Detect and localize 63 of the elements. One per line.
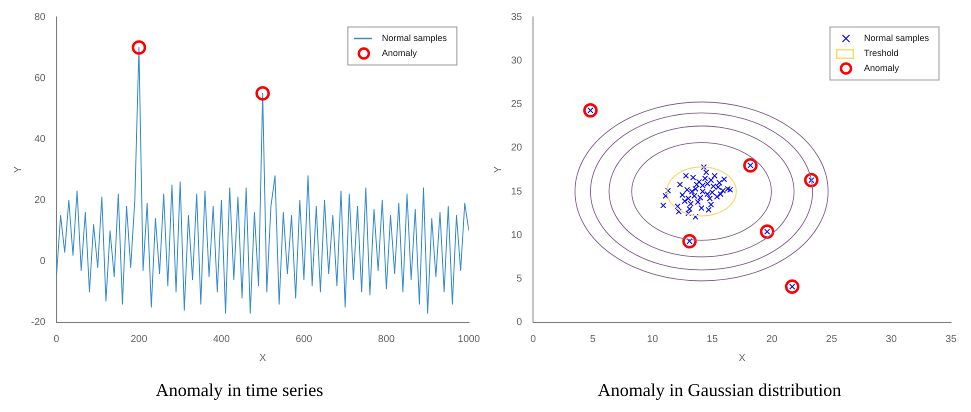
text: Anomaly in time series: [156, 380, 324, 400]
annotation: Treshold: [864, 48, 899, 58]
y-tick-label: 80: [34, 12, 46, 23]
y-axis-title: Y: [12, 166, 24, 174]
point: [721, 176, 728, 182]
y-tick-label: 0: [40, 256, 46, 268]
point: [712, 172, 718, 179]
x-tick-label: 15: [706, 334, 718, 346]
legend-label: Normal samples: [382, 32, 448, 43]
y-tick-label: 25: [511, 99, 523, 110]
x-tick-label: 400: [213, 334, 230, 346]
point: [583, 103, 598, 118]
y-tick-label: 20: [511, 142, 523, 154]
point: [696, 178, 702, 185]
x-tick-label: 200: [130, 334, 148, 346]
point: [682, 234, 697, 248]
legend-label: Anomaly: [382, 48, 418, 58]
x-tick-label: 1000: [458, 334, 480, 346]
x-tick-label: 25: [826, 334, 838, 346]
point: [694, 182, 700, 188]
y-tick-label: 30: [511, 55, 523, 66]
point: [660, 202, 666, 208]
point: [684, 186, 690, 193]
point: [724, 186, 731, 192]
x-tick-label: 0: [54, 334, 60, 346]
x-tick-label: 600: [296, 334, 313, 346]
y-tick-label: 5: [516, 274, 523, 285]
point: [784, 279, 800, 294]
y-tick-label: 35: [511, 12, 523, 23]
y-tick-label: 40: [34, 134, 46, 145]
point: [677, 182, 683, 188]
point: [704, 191, 710, 198]
point: [685, 210, 692, 216]
point: [727, 186, 734, 193]
point: [692, 214, 698, 220]
x-tick-label: 30: [886, 334, 898, 346]
legend-label: Anomaly: [864, 62, 900, 73]
y-tick-label: 0: [516, 317, 523, 328]
legend-label: Normal samples: [864, 32, 930, 43]
point: [760, 224, 774, 239]
point: [718, 191, 724, 198]
y-axis-title: Y: [492, 166, 504, 174]
point: [682, 172, 689, 179]
y-tick-label: 60: [34, 72, 46, 84]
x-axis-title: X: [738, 353, 746, 364]
x-tick-label: 10: [646, 334, 659, 346]
text: Anomaly in Gaussian distribution: [598, 380, 842, 400]
point: [698, 205, 704, 212]
y-tick-label: 15: [511, 186, 523, 198]
point: [714, 194, 720, 200]
point: [690, 174, 696, 181]
y-tick-label: 20: [34, 194, 46, 206]
point: [804, 172, 819, 188]
x-axis-title: X: [259, 353, 266, 364]
y-tick-label: 10: [511, 230, 523, 241]
point: [743, 158, 758, 173]
x-tick-label: 20: [766, 334, 778, 346]
y-tick-label: -20: [31, 317, 46, 328]
x-tick-label: 35: [945, 334, 957, 346]
point: [720, 188, 726, 194]
x-tick-label: 800: [378, 334, 396, 346]
x-tick-label: 5: [590, 334, 596, 346]
x-tick-label: 0: [530, 334, 536, 346]
